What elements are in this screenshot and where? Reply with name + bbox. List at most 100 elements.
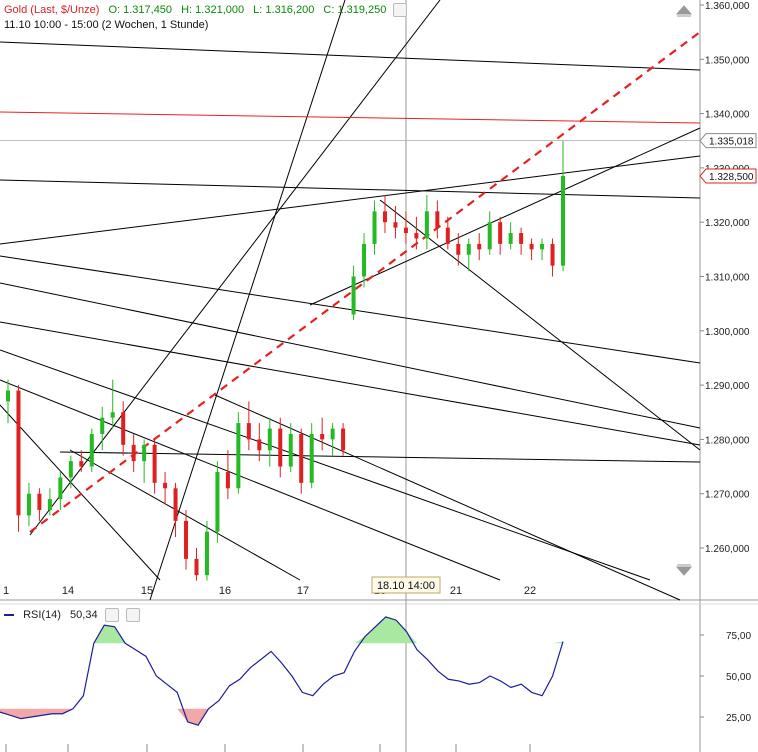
scroll-down-icon[interactable] xyxy=(675,564,693,576)
candle[interactable] xyxy=(320,417,325,451)
candle[interactable] xyxy=(330,423,335,456)
candle[interactable] xyxy=(299,428,304,494)
trend-line[interactable] xyxy=(0,379,501,581)
candle[interactable] xyxy=(435,200,440,239)
price-label-text: 1.328,500 xyxy=(709,172,754,183)
candle[interactable] xyxy=(351,265,356,320)
trend-line[interactable] xyxy=(0,282,701,429)
candle[interactable] xyxy=(131,433,136,472)
candle[interactable] xyxy=(529,238,534,261)
candle[interactable] xyxy=(152,439,157,494)
candle-body xyxy=(456,243,461,255)
candle-body xyxy=(435,211,440,228)
trend-line[interactable] xyxy=(0,155,701,245)
candle[interactable] xyxy=(278,417,283,478)
candle[interactable] xyxy=(225,450,230,500)
candle-body xyxy=(257,439,262,451)
y-tick-label: 1.360,000 xyxy=(705,1,750,12)
candle[interactable] xyxy=(163,471,168,505)
trend-line[interactable] xyxy=(59,451,701,463)
trend-line[interactable] xyxy=(0,255,701,364)
candle[interactable] xyxy=(561,140,565,272)
candle[interactable] xyxy=(382,195,387,234)
candle[interactable] xyxy=(26,482,31,527)
rsi-label[interactable]: RSI(14) xyxy=(23,608,61,621)
trend-line[interactable] xyxy=(149,0,346,601)
candle[interactable] xyxy=(194,548,199,581)
trend-line[interactable] xyxy=(69,449,301,581)
trend-line[interactable] xyxy=(309,127,701,306)
resistance-line[interactable] xyxy=(0,111,701,124)
candle[interactable] xyxy=(267,417,272,467)
candle[interactable] xyxy=(456,233,461,266)
candle[interactable] xyxy=(37,488,42,521)
scroll-up-icon[interactable] xyxy=(675,5,693,17)
candle[interactable] xyxy=(68,455,73,489)
candle[interactable] xyxy=(6,379,10,424)
candle[interactable] xyxy=(372,200,377,255)
candle-body xyxy=(362,243,367,277)
rsi-close-icon[interactable] xyxy=(125,608,140,622)
candle[interactable] xyxy=(79,450,84,472)
candle[interactable] xyxy=(288,423,293,472)
candle[interactable] xyxy=(173,482,178,538)
trend-line[interactable] xyxy=(379,199,701,451)
candle[interactable] xyxy=(487,211,492,255)
candle[interactable] xyxy=(16,385,21,532)
candle-body xyxy=(529,243,534,250)
candle-body xyxy=(309,433,314,483)
candle[interactable] xyxy=(215,461,220,543)
candle-body xyxy=(351,276,356,315)
candle[interactable] xyxy=(246,401,251,451)
candle[interactable] xyxy=(540,238,545,261)
trend-line[interactable] xyxy=(0,349,651,581)
candle-body xyxy=(477,243,482,250)
candle[interactable] xyxy=(362,233,367,288)
candle-body xyxy=(487,222,492,250)
x-tick-label: 14 xyxy=(62,585,74,597)
candle[interactable] xyxy=(498,216,503,255)
candle[interactable] xyxy=(142,439,147,483)
candle[interactable] xyxy=(393,205,398,239)
candle[interactable] xyxy=(257,423,262,462)
candle-body xyxy=(414,233,419,239)
candle-body xyxy=(6,390,10,402)
candle[interactable] xyxy=(110,379,115,429)
y-tick-label: 1.290,000 xyxy=(705,381,750,392)
candle[interactable] xyxy=(519,227,524,255)
trend-line[interactable] xyxy=(29,0,441,536)
trend-line[interactable] xyxy=(0,179,701,199)
candle[interactable] xyxy=(341,423,346,456)
candle[interactable] xyxy=(309,423,314,489)
rsi-line[interactable] xyxy=(0,616,564,726)
candle[interactable] xyxy=(121,401,126,456)
candle[interactable] xyxy=(466,238,471,272)
candle[interactable] xyxy=(477,233,482,261)
candle[interactable] xyxy=(89,428,94,472)
candle-body xyxy=(37,493,42,510)
candle[interactable] xyxy=(445,216,450,250)
candle[interactable] xyxy=(236,412,241,494)
candle-body xyxy=(330,428,335,440)
candle[interactable] xyxy=(100,406,105,451)
x-tick-label: 17 xyxy=(297,585,309,597)
trend-line[interactable] xyxy=(214,394,681,601)
candle-body xyxy=(121,412,126,445)
trend-line[interactable] xyxy=(0,404,161,581)
rsi-settings-icon[interactable] xyxy=(104,608,119,622)
trend-line[interactable] xyxy=(0,321,701,446)
candle[interactable] xyxy=(204,520,209,581)
x-tick-label: 22 xyxy=(524,585,536,597)
candle[interactable] xyxy=(184,509,189,570)
candle[interactable] xyxy=(47,488,52,516)
candle[interactable] xyxy=(403,211,408,244)
candle-body xyxy=(445,227,450,244)
trend-line[interactable] xyxy=(0,41,701,71)
candle-body xyxy=(142,444,147,462)
candle[interactable] xyxy=(508,222,513,250)
candle[interactable] xyxy=(424,195,429,250)
candle[interactable] xyxy=(414,216,419,250)
candle[interactable] xyxy=(58,471,63,510)
candle[interactable] xyxy=(550,238,555,277)
